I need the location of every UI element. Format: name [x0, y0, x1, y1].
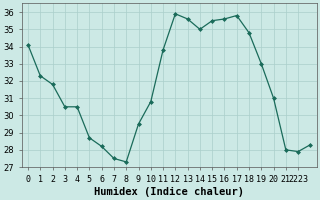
X-axis label: Humidex (Indice chaleur): Humidex (Indice chaleur)	[94, 186, 244, 197]
